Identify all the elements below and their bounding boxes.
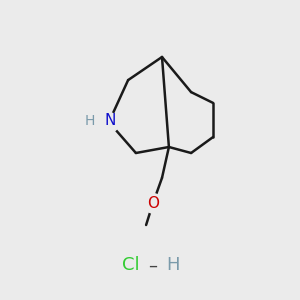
Text: N: N	[105, 113, 116, 128]
Text: Cl: Cl	[122, 256, 139, 274]
Text: O: O	[147, 196, 159, 211]
Text: H: H	[166, 256, 179, 274]
Text: H: H	[84, 114, 94, 128]
Text: –: –	[148, 256, 158, 274]
